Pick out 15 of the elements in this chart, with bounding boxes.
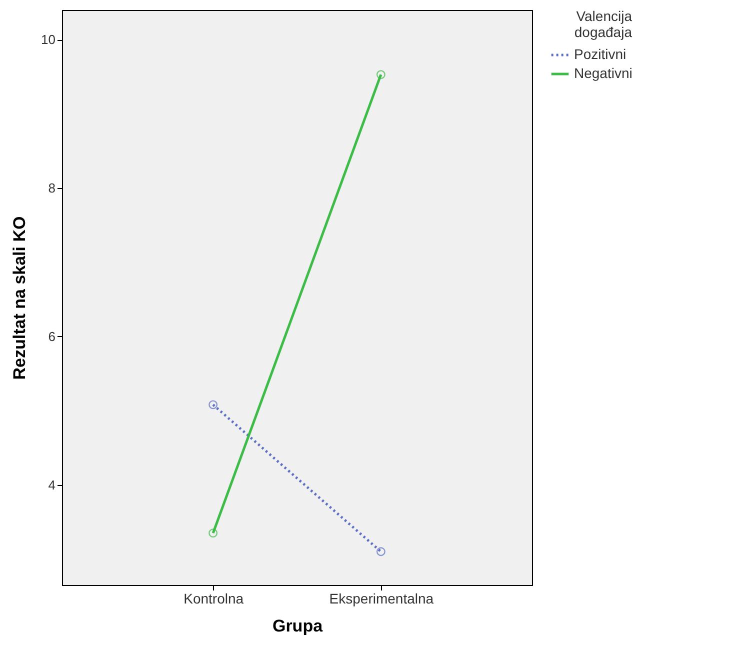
- x-tick-label: Eksperimentalna: [329, 590, 434, 606]
- y-tick-label: 6: [48, 328, 56, 344]
- y-tick-label: 8: [48, 180, 56, 196]
- y-tick-label: 10: [41, 32, 56, 48]
- x-tick-label: Kontrolna: [184, 590, 244, 606]
- point: [208, 400, 218, 410]
- legend-title: Valencija događaja: [574, 8, 632, 40]
- y-tick-label: 4: [48, 477, 56, 492]
- x-axis-title: Grupa: [272, 616, 324, 636]
- point: [376, 547, 386, 556]
- legend-label: Negativni: [574, 65, 632, 81]
- y-axis-title: Rezultat na skali KO: [10, 216, 30, 380]
- legend-label: Pozitivni: [574, 46, 626, 62]
- point: [208, 528, 218, 538]
- point: [376, 70, 386, 80]
